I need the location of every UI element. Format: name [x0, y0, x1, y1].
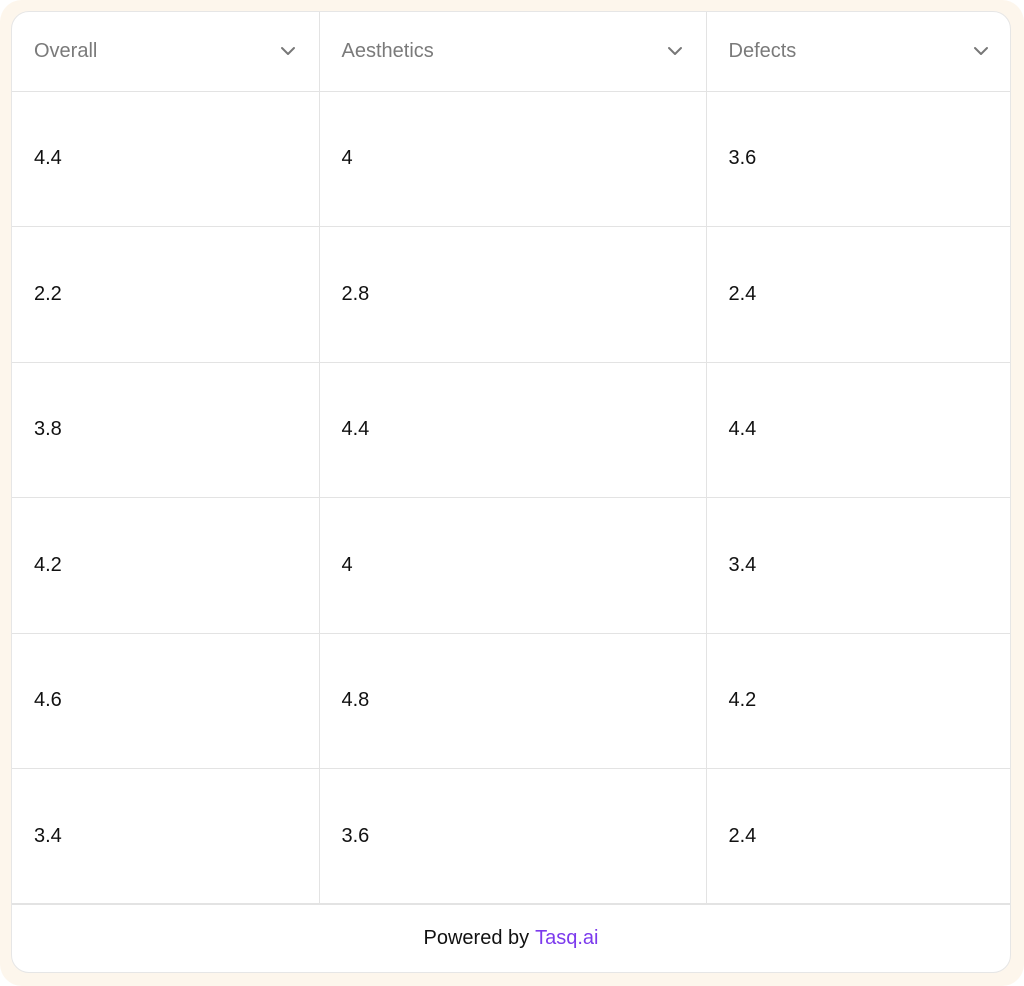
results-table: Overall Aesthetics Defects 4.4	[12, 12, 1010, 905]
column-header-overall[interactable]: Overall	[12, 12, 320, 92]
powered-by-footer: Powered by Tasq.ai	[12, 903, 1010, 972]
table-cell: 4	[319, 91, 707, 227]
table-cell: 4.2	[706, 633, 1010, 769]
table-row: 3.8 4.4 4.4	[12, 362, 1010, 498]
table-cell: 3.6	[706, 91, 1010, 227]
chevron-down-icon	[280, 47, 295, 55]
table-row: 3.4 3.6 2.4	[12, 768, 1010, 905]
table-cell: 2.2	[12, 226, 320, 363]
column-header-defects[interactable]: Defects	[706, 12, 1010, 92]
chevron-down-icon	[974, 47, 988, 55]
table-cell: 4.4	[319, 362, 707, 498]
tasq-ai-link[interactable]: Tasq.ai	[535, 927, 599, 949]
table-header-row: Overall Aesthetics Defects	[12, 12, 1010, 92]
table-cell: 2.4	[706, 226, 1010, 363]
table-row: 4.6 4.8 4.2	[12, 633, 1010, 769]
table-cell: 4.4	[12, 91, 320, 227]
table-row: 4.2 4 3.4	[12, 497, 1010, 634]
column-header-label: Defects	[728, 39, 797, 62]
table-cell: 4.8	[319, 633, 707, 769]
table-cell: 3.4	[706, 497, 1010, 634]
column-header-label: Overall	[34, 39, 98, 62]
results-table-card: Overall Aesthetics Defects 4.4	[11, 11, 1011, 973]
table-cell: 3.6	[319, 768, 707, 905]
table-cell: 3.8	[12, 362, 320, 498]
column-header-aesthetics[interactable]: Aesthetics	[319, 12, 707, 92]
table-cell: 4.6	[12, 633, 320, 769]
table-cell: 4.4	[706, 362, 1010, 498]
chevron-down-icon	[667, 47, 682, 55]
table-cell: 3.4	[12, 768, 320, 905]
column-header-label: Aesthetics	[341, 39, 434, 62]
table-row: 4.4 4 3.6	[12, 91, 1010, 227]
table-cell: 2.4	[706, 768, 1010, 905]
table-cell: 4.2	[12, 497, 320, 634]
powered-by-text: Powered by	[423, 927, 530, 949]
table-cell: 2.8	[319, 226, 707, 363]
table-row: 2.2 2.8 2.4	[12, 226, 1010, 363]
table-cell: 4	[319, 497, 707, 634]
